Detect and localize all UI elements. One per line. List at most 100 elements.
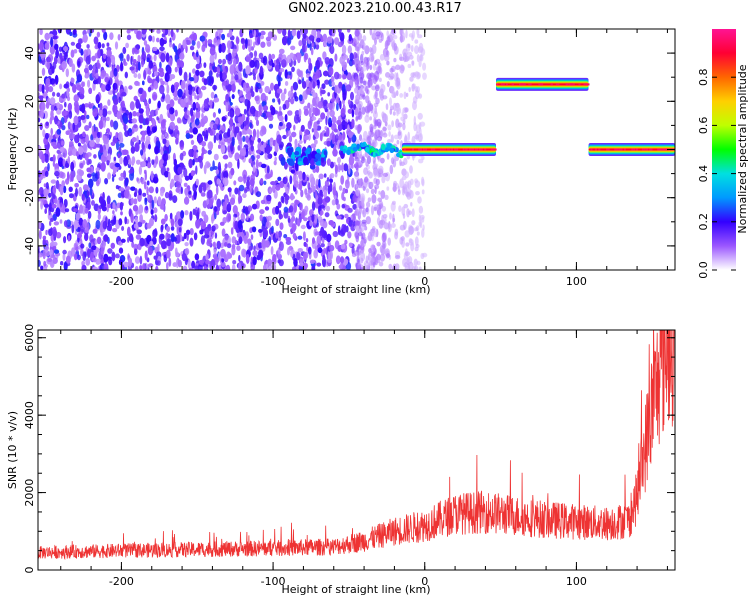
noise-speckle xyxy=(50,103,55,112)
noise-speckle xyxy=(174,215,178,222)
noise-speckle xyxy=(258,52,264,59)
noise-speckle xyxy=(128,111,133,120)
noise-speckle xyxy=(226,203,232,213)
noise-speckle xyxy=(185,39,191,45)
noise-speckle xyxy=(266,194,272,202)
noise-speckle xyxy=(384,194,389,200)
noise-speckle xyxy=(43,183,47,188)
noise-speckle xyxy=(84,233,89,242)
noise-speckle xyxy=(142,263,146,270)
noise-speckle xyxy=(351,118,355,129)
noise-speckle xyxy=(300,212,305,220)
noise-speckle xyxy=(389,67,394,73)
noise-speckle xyxy=(147,162,152,169)
noise-speckle xyxy=(388,131,391,137)
noise-speckle xyxy=(306,194,311,201)
noise-speckle xyxy=(184,196,190,205)
noise-speckle xyxy=(161,33,166,38)
noise-speckle xyxy=(329,45,335,55)
noise-speckle xyxy=(134,80,140,86)
noise-speckle xyxy=(38,117,41,123)
noise-speckle xyxy=(397,131,402,136)
noise-speckle xyxy=(397,122,403,128)
noise-speckle xyxy=(62,249,67,255)
noise-speckle xyxy=(87,29,90,34)
noise-speckle xyxy=(177,218,183,227)
noise-speckle xyxy=(72,122,75,131)
noise-speckle xyxy=(408,225,414,236)
noise-speckle xyxy=(265,263,269,269)
noise-speckle xyxy=(118,259,123,266)
noise-speckle xyxy=(73,94,80,103)
noise-speckle xyxy=(209,99,213,109)
noise-speckle xyxy=(336,203,341,210)
noise-speckle xyxy=(142,80,145,86)
noise-speckle xyxy=(278,210,282,220)
noise-speckle xyxy=(222,210,227,215)
noise-speckle xyxy=(231,243,236,250)
noise-speckle xyxy=(283,206,289,213)
noise-speckle xyxy=(174,125,179,132)
noise-speckle xyxy=(45,121,49,127)
noise-speckle xyxy=(145,117,150,126)
noise-speckle xyxy=(308,62,313,72)
noise-speckle xyxy=(399,56,405,61)
noise-speckle xyxy=(233,180,237,186)
noise-speckle xyxy=(378,190,381,195)
noise-speckle xyxy=(44,245,49,251)
noise-speckle xyxy=(89,139,95,148)
noise-speckle xyxy=(409,76,414,82)
noise-speckle xyxy=(396,139,400,145)
noise-speckle xyxy=(302,43,306,53)
noise-speckle xyxy=(195,109,201,120)
noise-speckle xyxy=(387,223,392,233)
noise-speckle xyxy=(192,158,195,166)
noise-speckle xyxy=(314,190,318,198)
noise-speckle xyxy=(84,153,89,161)
noise-speckle xyxy=(160,52,166,63)
noise-speckle xyxy=(50,110,54,119)
noise-speckle xyxy=(253,50,258,58)
noise-speckle xyxy=(225,93,230,103)
noise-speckle xyxy=(223,170,228,179)
noise-speckle xyxy=(112,210,115,215)
noise-speckle xyxy=(316,37,321,43)
noise-speckle xyxy=(155,155,159,165)
noise-speckle xyxy=(290,229,294,235)
noise-speckle xyxy=(420,252,425,260)
noise-speckle xyxy=(308,246,312,255)
noise-speckle xyxy=(365,161,369,167)
noise-speckle xyxy=(141,141,145,151)
noise-speckle xyxy=(338,81,343,89)
noise-speckle xyxy=(414,227,419,232)
noise-speckle xyxy=(274,143,279,153)
noise-speckle xyxy=(285,240,292,246)
noise-speckle xyxy=(359,87,365,95)
noise-speckle xyxy=(153,207,158,214)
noise-speckle xyxy=(102,120,106,128)
noise-speckle xyxy=(81,103,86,114)
noise-speckle xyxy=(255,82,260,88)
noise-speckle xyxy=(399,159,402,167)
noise-speckle xyxy=(347,99,351,105)
noise-speckle xyxy=(97,41,102,49)
noise-speckle xyxy=(152,229,158,238)
noise-speckle xyxy=(216,210,220,216)
noise-speckle xyxy=(237,194,241,205)
noise-speckle xyxy=(70,161,75,172)
noise-speckle xyxy=(266,42,272,47)
noise-speckle xyxy=(50,227,53,234)
noise-speckle xyxy=(127,236,130,243)
noise-speckle xyxy=(129,66,135,71)
noise-speckle xyxy=(204,226,210,236)
noise-speckle xyxy=(103,262,109,270)
noise-speckle xyxy=(341,84,346,93)
noise-speckle xyxy=(261,126,267,135)
noise-speckle xyxy=(405,242,410,247)
noise-speckle xyxy=(72,29,77,35)
noise-speckle xyxy=(46,56,51,63)
noise-speckle xyxy=(149,109,156,117)
noise-speckle xyxy=(364,114,370,123)
noise-speckle xyxy=(98,120,104,130)
noise-speckle xyxy=(111,58,116,66)
